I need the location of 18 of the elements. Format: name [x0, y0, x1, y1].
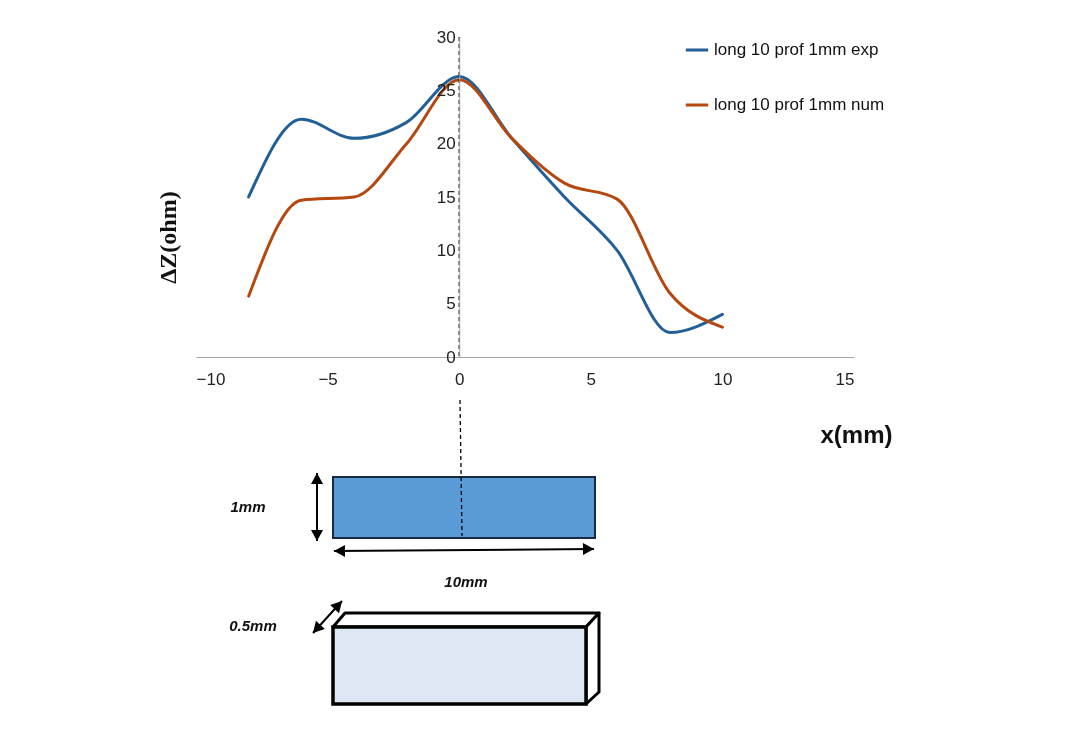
- y-tick-label: 20: [436, 134, 456, 154]
- y-tick-label: 10: [436, 240, 456, 260]
- text: 0.5mm: [229, 617, 277, 634]
- x-tick-label: −10: [196, 369, 226, 389]
- x-tick-label: 5: [586, 369, 597, 389]
- y-tick-label: 30: [436, 27, 456, 47]
- y-axis-title: ΔZ(ohm): [154, 191, 181, 284]
- x-axis-title: x(mm): [820, 420, 893, 448]
- y-tick-label: 0: [446, 347, 456, 367]
- y-tick-label: 5: [446, 294, 456, 314]
- x-tick-label: 10: [713, 369, 733, 389]
- legend-label: long 10 prof 1mm exp: [714, 40, 879, 59]
- y-tick-label: 15: [436, 187, 456, 207]
- text: 10mm: [444, 573, 488, 590]
- text: 1mm: [230, 498, 266, 515]
- x-tick-label: −5: [318, 369, 338, 389]
- legend-label: long 10 prof 1mm num: [714, 95, 885, 114]
- x-tick-label: 15: [835, 369, 855, 389]
